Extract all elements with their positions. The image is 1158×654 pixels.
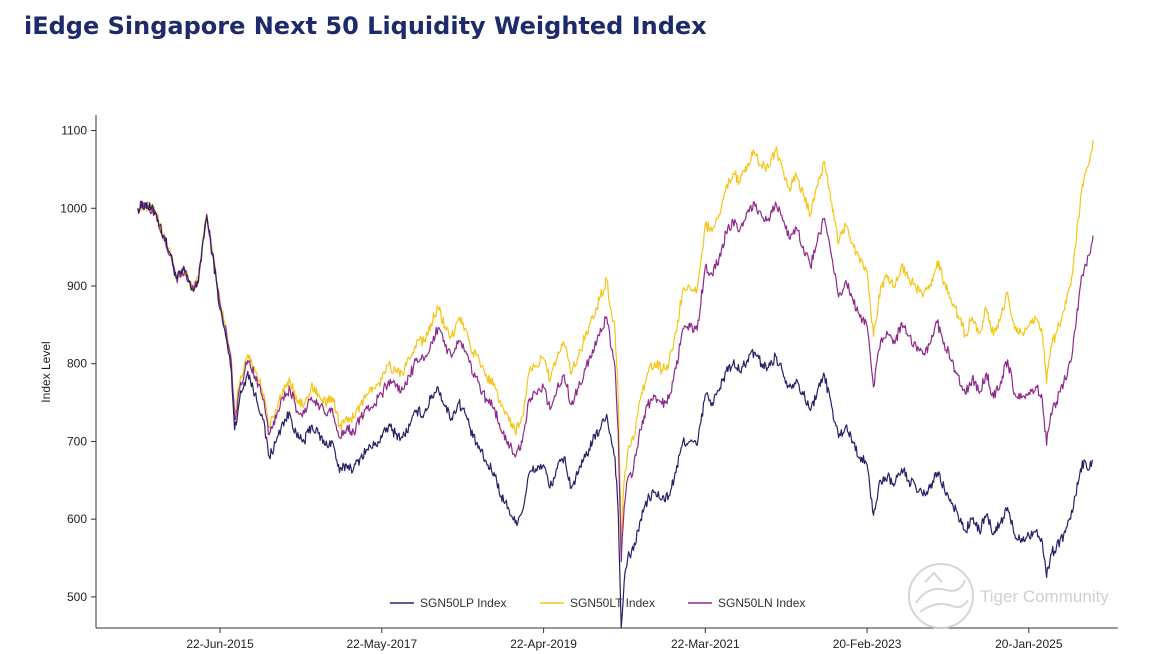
tiger-logo-icon <box>908 563 974 629</box>
y-tick-label: 700 <box>67 434 87 448</box>
y-tick-label: 500 <box>67 590 87 604</box>
legend-label: SGN50LT Index <box>570 596 655 610</box>
series-line-sgn50lp <box>137 200 1094 629</box>
chart-legend: SGN50LP Index SGN50LT Index SGN50LN Index <box>390 596 805 610</box>
y-tick-label: 1000 <box>60 201 87 215</box>
x-tick-label: 22-Mar-2021 <box>671 637 740 651</box>
series-line-sgn50ln <box>137 200 1094 563</box>
legend-label: SGN50LP Index <box>420 596 507 610</box>
series-lines <box>137 139 1094 629</box>
y-tick-label: 900 <box>67 279 87 293</box>
y-tick-label: 600 <box>67 512 87 526</box>
x-tick-label: 22-Jun-2015 <box>186 637 254 651</box>
y-axis-ticks: 500 600 700 800 900 1000 1100 <box>60 124 96 604</box>
y-axis-title: Index Level <box>39 341 53 402</box>
watermark: Tiger Community <box>908 563 1109 629</box>
y-tick-label: 1100 <box>61 124 87 138</box>
x-tick-label: 20-Jan-2025 <box>995 637 1063 651</box>
y-tick-label: 800 <box>67 357 87 371</box>
x-tick-label: 20-Feb-2023 <box>833 637 902 651</box>
x-tick-label: 22-Apr-2019 <box>510 637 577 651</box>
page-title: iEdge Singapore Next 50 Liquidity Weight… <box>24 12 707 40</box>
chart-axes <box>95 115 1118 629</box>
x-axis-ticks: 22-Jun-2015 22-May-2017 22-Apr-2019 22-Mar-… <box>186 628 1063 651</box>
x-tick-label: 22-May-2017 <box>346 637 417 651</box>
watermark-text: Tiger Community <box>980 587 1109 606</box>
series-line-sgn50lt <box>137 139 1094 540</box>
legend-label: SGN50LN Index <box>718 596 805 610</box>
